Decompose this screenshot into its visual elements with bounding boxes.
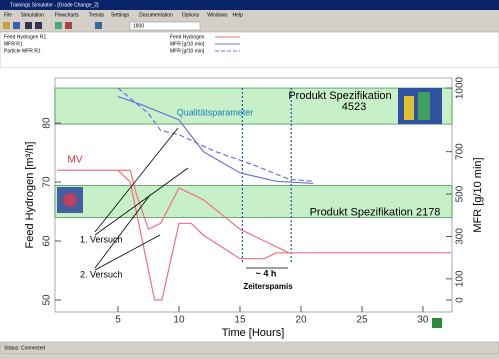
tool[interactable]	[25, 22, 32, 29]
legend-label: MFR [g/10 min]	[170, 48, 205, 54]
status-bar	[0, 342, 499, 354]
x-axis-label: Time [Hours]	[222, 327, 285, 339]
y2-axis-label: MFR [g/10 min]	[472, 157, 484, 232]
x-tick-label: 15	[234, 315, 246, 326]
status-text: Status: Connected	[4, 345, 45, 351]
product-image	[418, 92, 430, 120]
y2-tick-label: 300	[455, 228, 466, 245]
y2-tick-label: 100	[455, 270, 466, 287]
tool[interactable]	[55, 22, 62, 29]
annotation: ~ 4 h	[256, 268, 277, 278]
menu-item[interactable]: Documentation	[139, 12, 173, 18]
x-tick-label: 5	[115, 315, 121, 326]
y-tick-label: 70	[42, 176, 53, 188]
menu-item[interactable]: Windows	[207, 12, 228, 18]
menu-item[interactable]: File	[4, 12, 12, 18]
tag-name: MFR R1	[4, 41, 23, 47]
menu-item[interactable]: Simulation	[21, 12, 45, 18]
tag-name: Feed Hydrogen R1	[4, 34, 46, 40]
tool[interactable]	[3, 22, 10, 29]
nav-icon[interactable]	[432, 318, 442, 328]
toolbar	[0, 20, 499, 32]
menu-bar: File Simulation Flowcharts Trends Settings Do…	[4, 12, 243, 18]
window-title: Trainings Simulator - [Grade Change_2]	[10, 2, 99, 8]
product-image	[404, 96, 414, 120]
tag-name: Particle MFR R1	[4, 48, 41, 54]
tool[interactable]	[65, 22, 72, 29]
y2-tick-label: 1000	[455, 76, 466, 99]
product-image	[63, 193, 77, 207]
y2-tick-label: 500	[455, 185, 466, 202]
band-label: 4523	[342, 101, 366, 113]
tool[interactable]	[95, 22, 102, 29]
y-tick-label: 50	[42, 294, 53, 306]
menu-item[interactable]: Options	[182, 12, 200, 18]
annotation: Zeiterspamis	[243, 282, 293, 291]
page: {"window":{"title":"Trainings Simulator …	[0, 0, 499, 354]
legend-label: MFR [g/10 min]	[170, 41, 205, 47]
x-tick-label: 20	[295, 315, 307, 326]
window: Trainings Simulator - [Grade Change_2] F…	[0, 0, 499, 354]
annotation: MV	[68, 155, 83, 166]
menu-item[interactable]: Settings	[111, 12, 130, 18]
annotation: 2. Versuch	[80, 269, 123, 279]
legend-panel	[0, 32, 499, 68]
dropdown-value: 1800	[133, 23, 144, 29]
annotation: Qualitätsparameter	[177, 107, 254, 117]
y2-tick-label: 700	[455, 143, 466, 160]
y-tick-label: 80	[42, 117, 53, 129]
tool[interactable]	[35, 22, 42, 29]
legend-label: Feed Hydrogen	[170, 34, 205, 40]
menu-item[interactable]: Help	[233, 12, 244, 18]
y2-tick-label: 0	[455, 297, 466, 303]
x-tick-label: 30	[417, 315, 429, 326]
band-label: Produkt Spezifikation 2178	[310, 206, 441, 218]
menu-item[interactable]: Flowcharts	[55, 12, 80, 18]
y-tick-label: 60	[42, 235, 53, 247]
menu-item[interactable]: Trends	[89, 12, 105, 18]
x-tick-label: 25	[356, 315, 368, 326]
tool[interactable]	[13, 22, 20, 29]
band-label: Produkt Spezifikation	[288, 90, 391, 102]
x-tick-label: 10	[173, 315, 185, 326]
spec-band	[55, 88, 452, 124]
y-axis-label: Feed Hydrogen [m³/h]	[24, 142, 36, 249]
